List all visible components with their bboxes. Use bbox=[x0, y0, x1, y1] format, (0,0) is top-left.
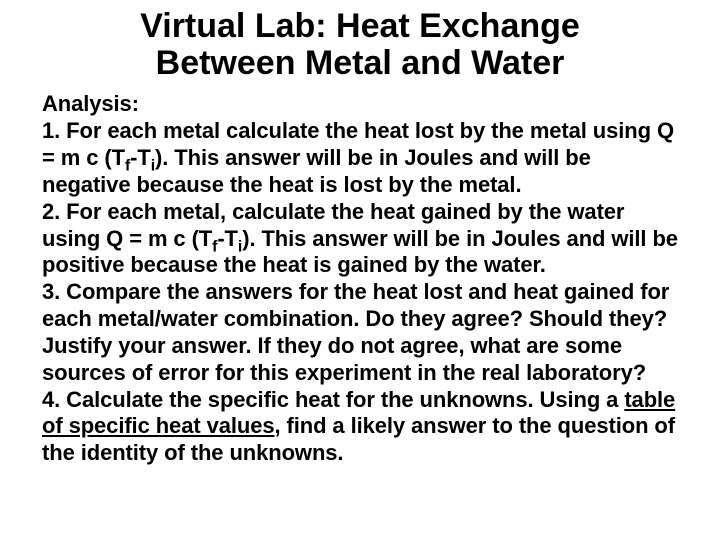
item-number: 3. bbox=[42, 279, 60, 304]
item-number: 2. bbox=[42, 199, 60, 224]
item-number: 4. bbox=[42, 387, 60, 412]
analysis-item-2: 2. For each metal, calculate the heat ga… bbox=[42, 199, 678, 278]
analysis-item-4: 4. Calculate the specific heat for the u… bbox=[42, 387, 675, 466]
item-text: Compare the answers for the heat lost an… bbox=[42, 279, 669, 384]
analysis-item-1: 1. For each metal calculate the heat los… bbox=[42, 118, 674, 197]
analysis-item-3: 3. Compare the answers for the heat lost… bbox=[42, 279, 669, 384]
item-number: 1. bbox=[42, 118, 60, 143]
analysis-label: Analysis: bbox=[42, 91, 139, 116]
slide-title: Virtual Lab: Heat Exchange Between Metal… bbox=[42, 8, 678, 81]
item-text-mid: -T bbox=[217, 226, 238, 251]
slide: Virtual Lab: Heat Exchange Between Metal… bbox=[0, 0, 720, 540]
analysis-block: Analysis: 1. For each metal calculate th… bbox=[42, 91, 678, 467]
item-text-pre: Calculate the specific heat for the unkn… bbox=[60, 387, 624, 412]
title-line-2: Between Metal and Water bbox=[156, 44, 565, 82]
title-line-1: Virtual Lab: Heat Exchange bbox=[140, 7, 580, 45]
item-text-mid: -T bbox=[130, 145, 151, 170]
